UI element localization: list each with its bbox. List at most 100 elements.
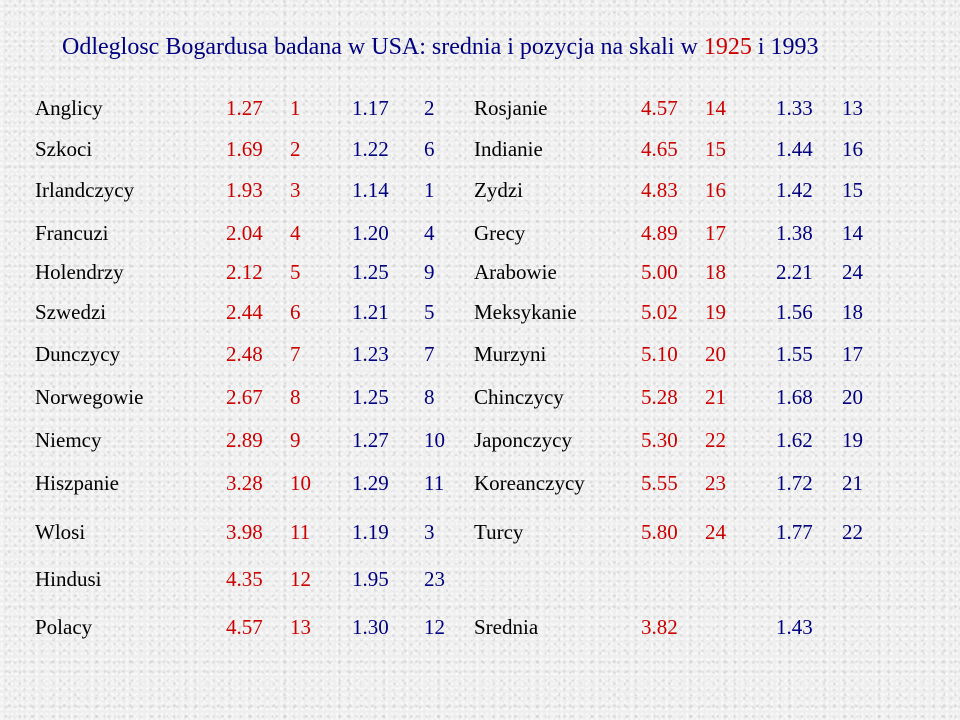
left-value-1993: 1.95 [352, 567, 389, 591]
right-position-1993: 24 [842, 260, 863, 284]
left-position-1925: 5 [290, 260, 301, 284]
right-name: Rosjanie [474, 96, 548, 120]
left-value-1925: 1.69 [226, 137, 263, 161]
right-position-1993: 21 [842, 471, 863, 495]
left-value-1993: 1.21 [352, 300, 389, 324]
right-position-1993: 22 [842, 520, 863, 544]
right-position-1993: 20 [842, 385, 863, 409]
right-value-1925: 5.30 [641, 428, 678, 452]
left-value-1993: 1.19 [352, 520, 389, 544]
left-value-1925: 2.89 [226, 428, 263, 452]
left-name: Dunczycy [35, 342, 121, 366]
table-row: Polacy 4.57 13 1.30 12 Srednia 3.82 1.43 [0, 612, 960, 642]
left-value-1925: 2.12 [226, 260, 263, 284]
left-value-1993: 1.30 [352, 615, 389, 639]
right-position-1993: 19 [842, 428, 863, 452]
left-value-1925: 2.48 [226, 342, 263, 366]
right-value-1993: 1.55 [776, 342, 813, 366]
right-value-1993: 1.62 [776, 428, 813, 452]
table-row: Hiszpanie 3.28 10 1.29 11 Koreanczycy 5.55 23 1.… [0, 468, 960, 498]
left-value-1925: 2.67 [226, 385, 263, 409]
left-position-1993: 4 [424, 221, 435, 245]
left-name: Hiszpanie [35, 471, 119, 495]
right-position-1925: 22 [705, 428, 726, 452]
left-position-1993: 10 [424, 428, 445, 452]
left-position-1925: 1 [290, 96, 301, 120]
table-row: Szwedzi 2.44 6 1.21 5 Meksykanie 5.02 19 1.56 18 [0, 297, 960, 327]
right-position-1925: 16 [705, 178, 726, 202]
right-value-1925: 4.65 [641, 137, 678, 161]
left-position-1993: 6 [424, 137, 435, 161]
right-position-1925: 21 [705, 385, 726, 409]
table-row: Norwegowie 2.67 8 1.25 8 Chinczycy 5.28 21 1.68 2… [0, 382, 960, 412]
table-row: Wlosi 3.98 11 1.19 3 Turcy 5.80 24 1.77 22 [0, 517, 960, 547]
left-position-1925: 7 [290, 342, 301, 366]
table-row: Anglicy 1.27 1 1.17 2 Rosjanie 4.57 14 1.33 13 [0, 93, 960, 123]
title-conjunction: i [751, 34, 771, 60]
left-value-1993: 1.25 [352, 385, 389, 409]
right-value-1925: 5.10 [641, 342, 678, 366]
table-row: Irlandczycy 1.93 3 1.14 1 Zydzi 4.83 16 1.42 15 [0, 175, 960, 205]
left-name: Polacy [35, 615, 93, 639]
right-position-1925: 18 [705, 260, 726, 284]
left-name: Hindusi [35, 567, 102, 591]
left-position-1993: 5 [424, 300, 435, 324]
right-position-1993: 13 [842, 96, 863, 120]
right-name: Arabowie [474, 260, 557, 284]
right-value-1993: 1.43 [776, 615, 813, 639]
right-position-1993: 16 [842, 137, 863, 161]
left-position-1993: 23 [424, 567, 445, 591]
right-value-1993: 1.44 [776, 137, 813, 161]
right-value-1925: 4.89 [641, 221, 678, 245]
right-value-1925: 3.82 [641, 615, 678, 639]
left-value-1993: 1.27 [352, 428, 389, 452]
right-name: Murzyni [474, 342, 547, 366]
title-year-1993: 1993 [770, 34, 819, 60]
right-value-1925: 5.55 [641, 471, 678, 495]
right-value-1993: 1.33 [776, 96, 813, 120]
right-value-1925: 5.80 [641, 520, 678, 544]
left-position-1993: 2 [424, 96, 435, 120]
right-name: Turcy [474, 520, 524, 544]
right-name: Koreanczycy [474, 471, 585, 495]
left-value-1925: 4.35 [226, 567, 263, 591]
left-position-1993: 3 [424, 520, 435, 544]
left-position-1925: 2 [290, 137, 301, 161]
table-row: Hindusi 4.35 12 1.95 23 [0, 564, 960, 594]
right-name: Zydzi [474, 178, 523, 202]
title-year-1925: 1925 [703, 34, 752, 60]
left-value-1993: 1.17 [352, 96, 389, 120]
left-position-1925: 8 [290, 385, 301, 409]
right-value-1993: 2.21 [776, 260, 813, 284]
table-row: Niemcy 2.89 9 1.27 10 Japonczycy 5.30 22 1.62 19 [0, 425, 960, 455]
left-name: Holendrzy [35, 260, 124, 284]
right-name: Grecy [474, 221, 526, 245]
left-value-1925: 3.28 [226, 471, 263, 495]
left-position-1925: 13 [290, 615, 311, 639]
right-position-1925: 15 [705, 137, 726, 161]
right-position-1993: 17 [842, 342, 863, 366]
right-position-1993: 14 [842, 221, 863, 245]
table-row: Holendrzy 2.12 5 1.25 9 Arabowie 5.00 18 2.21 24 [0, 257, 960, 287]
left-position-1925: 11 [290, 520, 311, 544]
right-position-1925: 20 [705, 342, 726, 366]
left-position-1993: 8 [424, 385, 435, 409]
left-value-1993: 1.29 [352, 471, 389, 495]
right-value-1925: 5.28 [641, 385, 678, 409]
right-value-1993: 1.77 [776, 520, 813, 544]
table-row: Francuzi 2.04 4 1.20 4 Grecy 4.89 17 1.38 14 [0, 218, 960, 248]
right-value-1925: 5.00 [641, 260, 678, 284]
right-name: Srednia [474, 615, 539, 639]
left-name: Niemcy [35, 428, 102, 452]
left-position-1993: 12 [424, 615, 445, 639]
left-value-1925: 4.57 [226, 615, 263, 639]
left-position-1993: 1 [424, 178, 435, 202]
title-prefix: Odleglosc Bogardusa badana w USA: sredni… [62, 34, 704, 60]
right-position-1925: 24 [705, 520, 726, 544]
right-name: Japonczycy [474, 428, 572, 452]
left-position-1993: 9 [424, 260, 435, 284]
left-name: Francuzi [35, 221, 109, 245]
left-position-1925: 12 [290, 567, 311, 591]
left-value-1925: 3.98 [226, 520, 263, 544]
right-value-1993: 1.68 [776, 385, 813, 409]
